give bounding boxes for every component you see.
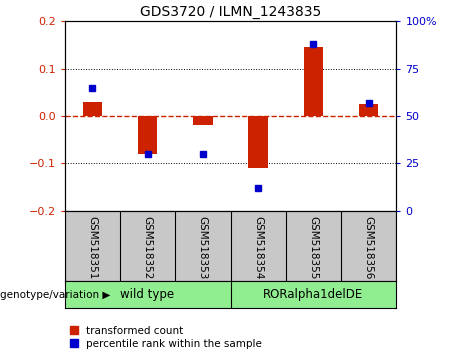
Text: GSM518353: GSM518353 [198,216,208,280]
Bar [83,102,102,116]
Legend: transformed count, percentile rank within the sample: transformed count, percentile rank withi… [70,326,262,349]
Bar [248,116,268,168]
Text: GSM518354: GSM518354 [253,216,263,280]
Bar [304,47,323,116]
Bar [359,104,378,116]
Text: GSM518355: GSM518355 [308,216,319,280]
Text: GSM518351: GSM518351 [87,216,97,280]
Text: GSM518356: GSM518356 [364,216,374,280]
Title: GDS3720 / ILMN_1243835: GDS3720 / ILMN_1243835 [140,5,321,19]
Text: wild type: wild type [120,288,175,301]
Text: genotype/variation ▶: genotype/variation ▶ [0,290,110,300]
Bar [193,116,213,125]
Text: RORalpha1delDE: RORalpha1delDE [263,288,364,301]
Bar [138,116,157,154]
Text: GSM518352: GSM518352 [142,216,153,280]
